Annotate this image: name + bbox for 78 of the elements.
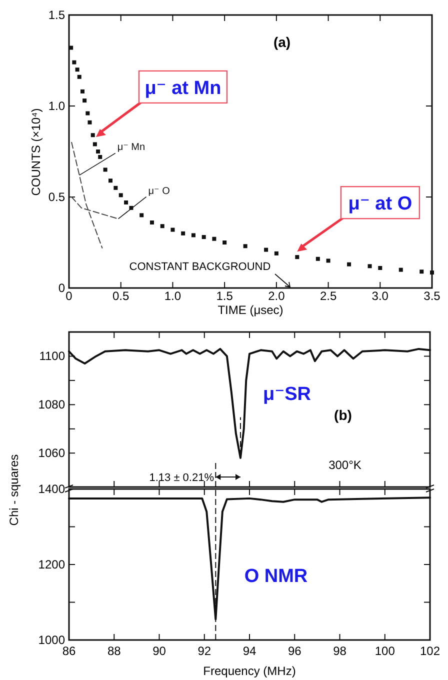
y-tick-label: 1080: [38, 398, 66, 412]
annotation: μ⁻ at O: [348, 194, 412, 215]
point: [103, 168, 108, 172]
y-tick-label: 1000: [38, 633, 66, 647]
point: [264, 248, 268, 252]
text: (b): [334, 407, 352, 423]
point: [118, 193, 123, 198]
x-tick-label: 2.5: [320, 289, 337, 303]
annotation: 1.13 ± 0.21%: [149, 472, 214, 484]
annotation: μ⁻SR: [262, 384, 312, 405]
y-tick-label: 1.5: [48, 8, 66, 22]
x-axis-title: Frequency (MHz): [203, 664, 296, 678]
x-tick-label: 98: [333, 644, 347, 658]
annotation: μ⁻ at Mn: [144, 78, 222, 99]
point: [92, 142, 97, 146]
point: [420, 270, 424, 274]
x-tick-label: 3.5: [424, 289, 441, 303]
point: [274, 251, 278, 256]
point: [82, 98, 87, 103]
y-tick-label: 1060: [38, 446, 66, 460]
point: [295, 255, 300, 260]
point: [326, 258, 330, 263]
point: [378, 266, 382, 270]
point: [150, 220, 154, 224]
text: (a): [273, 34, 291, 50]
text: μ⁻ Mn: [117, 142, 146, 154]
y-tick-label: 1400: [38, 482, 66, 496]
point: [347, 262, 352, 266]
x-tick-label: 100: [374, 644, 396, 658]
x-tick-label: 88: [107, 644, 122, 658]
point: [191, 233, 196, 238]
point: [398, 268, 403, 272]
x-tick-label: 2.0: [268, 289, 286, 303]
point: [86, 111, 90, 116]
y-tick-label: 1100: [39, 349, 66, 364]
x-tick-label: 92: [198, 644, 212, 658]
point: [170, 228, 175, 232]
point: [212, 236, 216, 241]
point: [181, 231, 186, 236]
point: [108, 178, 112, 183]
x-tick-label: 90: [152, 644, 166, 658]
y-tick-label: 1.0: [48, 99, 66, 113]
point: [96, 150, 100, 154]
point: [88, 120, 92, 124]
point: [72, 60, 76, 64]
point: [368, 264, 372, 268]
x-tick-label: 0.5: [112, 289, 130, 303]
y-axis-title: COUNTS (×10⁴): [29, 108, 43, 196]
x-tick-label: 1.0: [164, 289, 182, 303]
annotation: 300°K: [328, 458, 362, 472]
point: [114, 186, 118, 190]
x-tick-label: 3.0: [372, 289, 389, 303]
annotation: O NMR: [244, 566, 308, 587]
point: [69, 46, 74, 50]
point: [316, 256, 320, 261]
point: [124, 200, 128, 204]
text: μ⁻ O: [148, 186, 170, 197]
point: [202, 235, 206, 240]
x-tick-label: 86: [62, 644, 76, 658]
point: [140, 213, 144, 218]
point: [160, 224, 164, 228]
y-tick-label: 1200: [38, 558, 66, 572]
x-tick-label: 1.5: [216, 289, 234, 303]
point: [75, 68, 80, 72]
y-tick-label: 0.5: [48, 190, 66, 204]
x-axis-title: TIME (μsec): [218, 303, 284, 317]
x-tick-label: 102: [420, 644, 440, 658]
point: [430, 270, 434, 275]
point: [98, 154, 102, 159]
point: [243, 244, 248, 248]
point: [90, 133, 95, 138]
y-axis-title: Chi - squares: [7, 454, 21, 526]
annotation: CONSTANT BACKGROUND: [129, 261, 271, 273]
point: [80, 89, 84, 94]
point: [77, 74, 82, 79]
x-tick-label: 94: [242, 644, 256, 658]
x-tick-label: 96: [288, 644, 302, 658]
point: [222, 240, 227, 244]
